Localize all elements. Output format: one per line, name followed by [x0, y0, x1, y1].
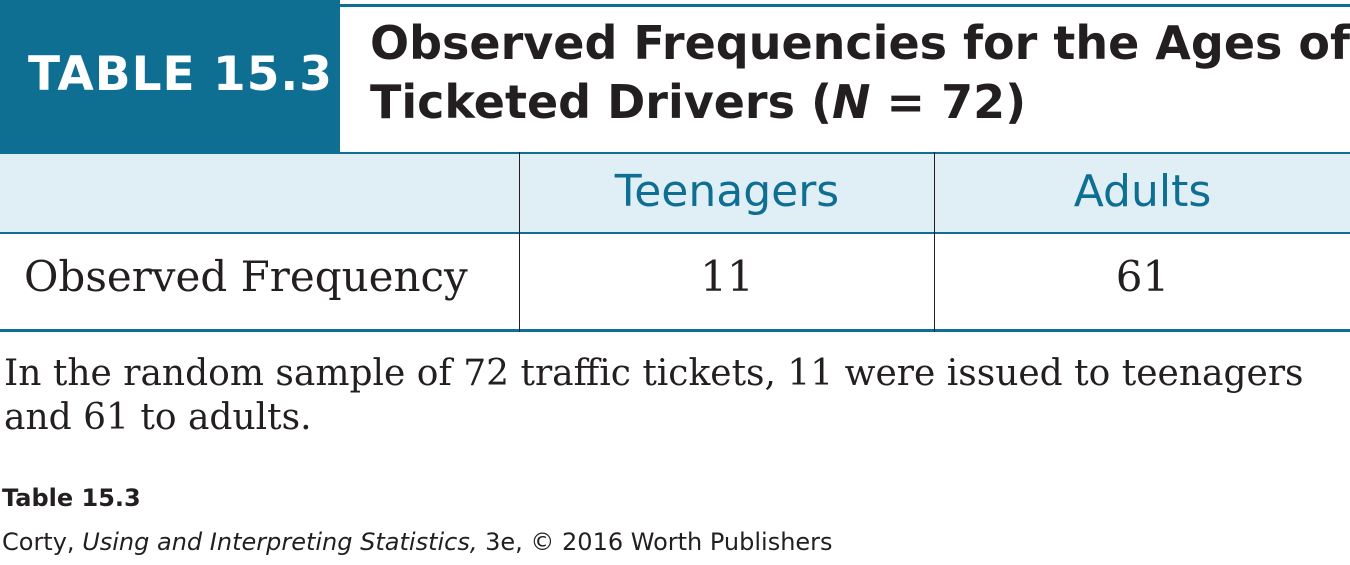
table-title-line-2-prefix: Ticketed Drivers ( — [370, 75, 833, 129]
cell-teenagers-frequency: 11 — [700, 252, 754, 301]
table-title-line-2: Ticketed Drivers (N = 72) — [370, 73, 1330, 132]
credit-line: Corty, Using and Interpreting Statistics… — [2, 528, 833, 556]
credit-title: Table 15.3 — [2, 484, 141, 512]
row-label-observed-frequency: Observed Frequency — [24, 252, 468, 301]
credit-author: Corty, — [2, 528, 83, 556]
table-title-variable: N — [832, 75, 871, 129]
table-title-line-1: Observed Frequencies for the Ages of — [370, 16, 1350, 70]
table-title: Observed Frequencies for the Ages of Tic… — [370, 14, 1350, 132]
column-divider — [934, 152, 935, 332]
cell-adults-frequency: 61 — [1115, 252, 1170, 301]
table-caption: In the random sample of 72 traffic ticke… — [4, 353, 1304, 438]
table-label: TABLE 15.3 — [28, 47, 333, 102]
column-header-teenagers: Teenagers — [614, 166, 840, 217]
credit-book-title: Using and Interpreting Statistics, — [82, 528, 478, 556]
table-header: TABLE 15.3 Observed Frequencies for the … — [0, 0, 1350, 152]
table-title-line-2-suffix: = 72) — [870, 75, 1027, 129]
table-row — [0, 234, 1350, 332]
table-label-box: TABLE 15.3 — [0, 0, 340, 152]
column-divider — [519, 152, 520, 332]
credit-publisher: 3e, © 2016 Worth Publishers — [477, 528, 833, 556]
table-header-row — [0, 152, 1350, 234]
frequency-table: Teenagers Adults Observed Frequency 11 6… — [0, 152, 1350, 332]
header-rule — [340, 4, 1350, 7]
column-header-adults: Adults — [1073, 166, 1212, 217]
